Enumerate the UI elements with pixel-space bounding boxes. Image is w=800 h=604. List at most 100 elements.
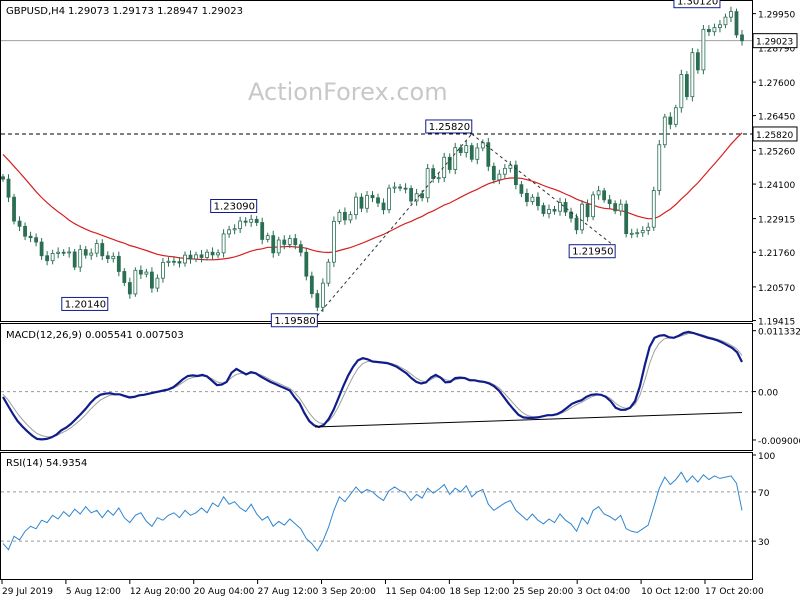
candle-body [409, 188, 414, 202]
candle-body [56, 251, 61, 254]
candle-body [232, 228, 237, 231]
candle-body [541, 205, 546, 214]
candle-body [354, 196, 358, 216]
candle-body [337, 211, 342, 222]
candle-body [1, 176, 5, 180]
price-annotations: 1.30120 1.25820 1.23090 1.20140 1.19580 1.219… [61, 0, 721, 328]
candle-body [508, 164, 513, 169]
candle-body [376, 197, 380, 204]
candle-body [480, 142, 485, 149]
candle-body [734, 11, 739, 36]
candle-body [525, 192, 529, 202]
candle-body [6, 178, 11, 198]
candle-body [343, 211, 347, 221]
key-level-label-box [752, 126, 798, 142]
candle-body [199, 254, 204, 258]
candle-body [271, 235, 276, 254]
time-tick-label: 12 Aug 20:00 [130, 587, 191, 597]
candle-body [547, 209, 551, 214]
candle-body [740, 34, 744, 42]
candle-body [260, 222, 265, 240]
annotation-label: 1.19580 [274, 316, 315, 327]
candle-body [673, 107, 678, 125]
candle-body [78, 249, 83, 268]
candle-body [563, 202, 568, 213]
candle-body [144, 271, 149, 275]
candle-body [61, 251, 66, 254]
candle-body [210, 251, 215, 256]
candle-body [243, 220, 248, 223]
candle-body [34, 237, 38, 243]
candlestick-series [1, 6, 744, 313]
candle-body [580, 203, 584, 231]
time-tick-label: 27 Aug 12:00 [258, 587, 319, 597]
candle-body [23, 225, 27, 237]
annotation-box [673, 0, 721, 9]
candle-body [122, 271, 127, 283]
candle-body [431, 168, 436, 179]
candle-body [359, 196, 364, 209]
candle-body [475, 147, 480, 160]
macd-trendline [314, 412, 743, 428]
rsi-axis: 100 70 30 [752, 452, 775, 548]
candle-body [138, 269, 143, 275]
candle-body [100, 243, 105, 257]
candle-body [194, 254, 198, 260]
signal-line [2, 333, 743, 438]
candle-body [723, 16, 728, 26]
macd-axis: 0.011332 0.00 -0.009006 [752, 328, 800, 447]
annotation-label: 1.23090 [214, 202, 255, 213]
candle-body [425, 168, 430, 199]
candle-body [89, 252, 94, 256]
candle-body [458, 147, 463, 154]
candle-body [216, 252, 220, 256]
candle-body [729, 11, 733, 18]
candle-body [282, 239, 287, 245]
annotation-label: 1.21950 [572, 247, 613, 258]
candle-body [221, 233, 226, 254]
candle-body [513, 164, 518, 186]
annotation-box [568, 244, 616, 259]
candle-body [624, 203, 629, 235]
candle-body [403, 187, 408, 190]
candle-body [45, 255, 50, 262]
candle-body [453, 147, 458, 170]
trendline [316, 133, 473, 317]
watermark: ActionForex.com [248, 78, 448, 106]
annotation-box [210, 199, 258, 214]
candle-body [381, 202, 386, 211]
candle-body [298, 244, 303, 253]
candle-body [166, 260, 171, 263]
time-tick-label: 25 Sep 20:00 [513, 587, 573, 597]
candle-body [254, 218, 259, 223]
candle-body [613, 203, 618, 212]
macd-lines [2, 330, 743, 441]
annotation-box [61, 296, 109, 311]
time-tick-label: 20 Aug 04:00 [194, 587, 255, 597]
candle-body [635, 232, 640, 235]
candle-body [105, 255, 110, 260]
candle-body [398, 186, 402, 189]
candle-body [690, 52, 695, 98]
candle-body [150, 271, 154, 289]
candle-body [629, 232, 634, 235]
candle-body [420, 193, 425, 199]
candle-body [127, 282, 132, 295]
candle-body [172, 260, 176, 263]
chart-header: GBPUSD,H4 1.29073 1.29173 1.28947 1.2902… [6, 6, 243, 17]
candle-body [651, 190, 656, 228]
price-tick-label: 1.24100 [758, 181, 795, 191]
annotation-label: 1.30120 [677, 0, 718, 8]
macd-panel [0, 323, 753, 451]
candle-body [227, 229, 232, 235]
candle-body [331, 220, 336, 263]
candle-body [287, 238, 292, 245]
candle-body [205, 251, 209, 258]
candle-body [315, 293, 320, 308]
candle-body [684, 74, 689, 98]
rsi-line [2, 471, 743, 552]
candle-body [161, 262, 165, 279]
price-panel [0, 0, 753, 322]
price-tick-label: 1.27600 [758, 79, 795, 89]
candle-body [39, 241, 44, 257]
